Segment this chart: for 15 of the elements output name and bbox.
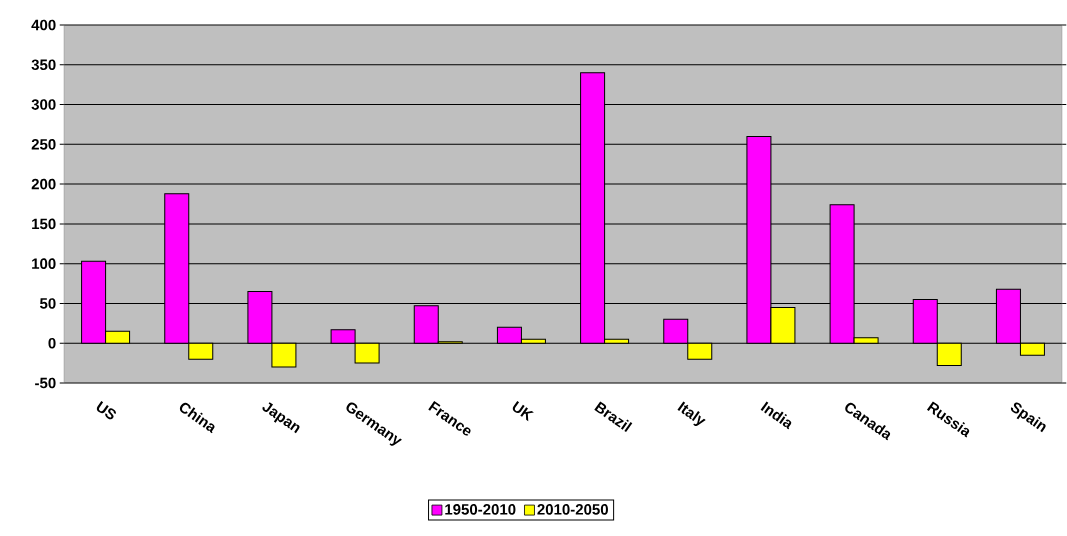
x-tick-label: UK — [512, 400, 534, 422]
legend-label: 2010-2050 — [537, 504, 608, 515]
x-tick-label: US — [96, 401, 116, 420]
y-tick-label: 100 — [32, 258, 56, 269]
y-tick-label: -50 — [35, 377, 56, 389]
y-tick-label: 50 — [39, 298, 56, 309]
x-tick-label: Italy — [677, 401, 706, 426]
y-tick-label: 250 — [31, 139, 56, 150]
y-tick-label: 300 — [31, 99, 56, 110]
y-tick-label: 200 — [31, 178, 56, 190]
y-tick-label: 150 — [32, 218, 56, 230]
y-tick-label: 400 — [31, 19, 56, 31]
legend-label: 1950-2010 — [445, 504, 516, 515]
y-tick-label: 0 — [48, 337, 56, 349]
y-tick-label: 350 — [31, 59, 56, 71]
